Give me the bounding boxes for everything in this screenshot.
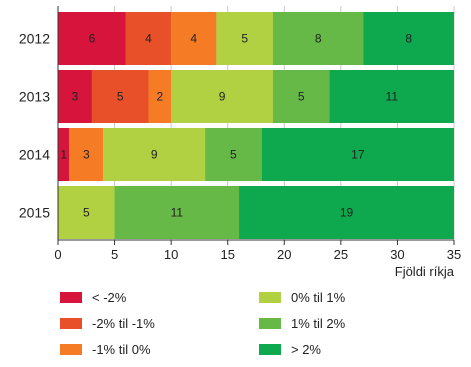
x-axis-title: Fjöldi ríkja bbox=[395, 264, 455, 279]
legend: < -2% -2% til -1% -1% til 0% 0% til 1% 1% ti… bbox=[60, 290, 346, 357]
legend-item: > 2% bbox=[259, 342, 321, 357]
bar-segment bbox=[58, 12, 126, 65]
bar-segment bbox=[216, 12, 273, 65]
legend-swatch bbox=[60, 344, 82, 355]
bar-segment bbox=[125, 12, 172, 65]
bar-segment bbox=[205, 128, 262, 181]
bar-segment bbox=[148, 70, 172, 123]
legend-swatch bbox=[259, 292, 281, 303]
bar-segment bbox=[171, 70, 273, 123]
bar-segment bbox=[239, 186, 454, 239]
legend-swatch bbox=[60, 318, 82, 329]
legend-item: -2% til -1% bbox=[60, 316, 155, 331]
data-label: 2 bbox=[156, 90, 163, 104]
x-tick-label: 5 bbox=[111, 247, 118, 262]
legend-swatch bbox=[60, 292, 82, 303]
x-tick-label: 25 bbox=[334, 247, 348, 262]
legend-label: 0% til 1% bbox=[291, 290, 346, 305]
x-tick-label: 20 bbox=[277, 247, 291, 262]
data-label: 11 bbox=[386, 90, 399, 104]
legend-label: > 2% bbox=[291, 342, 321, 357]
data-label: 11 bbox=[171, 206, 184, 220]
legend-label: < -2% bbox=[92, 290, 127, 305]
bar-segment bbox=[363, 12, 454, 65]
data-label: 4 bbox=[190, 32, 197, 46]
data-label: 5 bbox=[83, 206, 90, 220]
bar-segment bbox=[58, 128, 70, 181]
bar-segment bbox=[58, 186, 115, 239]
data-label: 17 bbox=[351, 148, 365, 162]
data-label: 9 bbox=[151, 148, 158, 162]
legend-swatch bbox=[259, 318, 281, 329]
x-tick-label: 0 bbox=[54, 247, 61, 262]
data-label: 1 bbox=[60, 148, 67, 162]
legend-swatch bbox=[259, 344, 281, 355]
data-label: 5 bbox=[117, 90, 124, 104]
data-label: 5 bbox=[230, 148, 237, 162]
data-label: 19 bbox=[340, 206, 354, 220]
x-tick-label: 10 bbox=[164, 247, 178, 262]
bar-segment bbox=[171, 12, 217, 65]
bars-layer: 6 4 4 5 8 83 5 2 9 5 111 3 9 5 175 11 19 bbox=[58, 12, 454, 239]
x-tick-label: 35 bbox=[447, 247, 461, 262]
x-tick-label: 30 bbox=[390, 247, 404, 262]
legend-item: -1% til 0% bbox=[60, 342, 151, 357]
bar-segment bbox=[58, 70, 92, 123]
category-label: 2015 bbox=[19, 205, 50, 221]
legend-label: -2% til -1% bbox=[92, 316, 155, 331]
bar-segment bbox=[69, 128, 104, 181]
x-tick-label: 15 bbox=[220, 247, 234, 262]
legend-label: -1% til 0% bbox=[92, 342, 151, 357]
bar-segment bbox=[91, 70, 149, 123]
data-label: 3 bbox=[72, 90, 79, 104]
legend-item: 0% til 1% bbox=[259, 290, 346, 305]
bar-segment bbox=[272, 12, 364, 65]
data-label: 8 bbox=[405, 32, 412, 46]
legend-item: < -2% bbox=[60, 290, 127, 305]
data-label: 4 bbox=[145, 32, 152, 46]
category-label: 2014 bbox=[19, 147, 50, 163]
legend-label: 1% til 2% bbox=[291, 316, 346, 331]
category-label: 2013 bbox=[19, 89, 50, 105]
data-label: 6 bbox=[89, 32, 96, 46]
data-label: 9 bbox=[219, 90, 226, 104]
data-label: 5 bbox=[298, 90, 305, 104]
category-label: 2012 bbox=[19, 31, 50, 47]
legend-item: 1% til 2% bbox=[259, 316, 346, 331]
data-label: 8 bbox=[315, 32, 322, 46]
data-label: 5 bbox=[241, 32, 248, 46]
bar-segment bbox=[272, 70, 330, 123]
data-label: 3 bbox=[83, 148, 90, 162]
bar-segment bbox=[329, 70, 454, 123]
bar-segment bbox=[114, 186, 240, 239]
bar-segment bbox=[261, 128, 454, 181]
bar-segment bbox=[103, 128, 206, 181]
